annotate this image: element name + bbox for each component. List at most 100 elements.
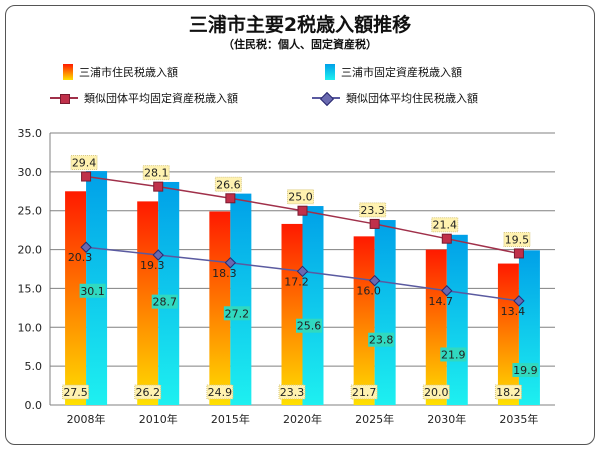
marker-similar-fixed-asset [297, 205, 308, 216]
legend-label-resident-tax: 三浦市住民税歳入額 [79, 66, 178, 79]
label-fixed-asset-tax-box [368, 332, 395, 347]
label-fixed-asset-tax-box [79, 283, 106, 298]
label-similar-resident: 20.3 [68, 251, 93, 264]
bar-fixed-asset-tax [446, 234, 468, 405]
bar-resident-tax [425, 249, 447, 405]
marker-similar-fixed-asset [81, 171, 92, 182]
bar-fixed-asset-tax [302, 206, 324, 405]
label-resident-tax: 18.2 [496, 386, 521, 399]
label-similar-resident: 16.0 [356, 285, 381, 298]
label-fixed-asset-tax: 30.1 [80, 285, 105, 298]
legend-item-similar-resident: 類似団体平均住民税歳入額 [312, 90, 478, 107]
y-tick-label: 0.0 [25, 399, 43, 412]
x-tick-label: 2025年 [355, 412, 394, 426]
legend-swatch-similar-resident [312, 91, 340, 107]
marker-similar-resident [296, 265, 309, 278]
marker-similar-fixed-asset [369, 218, 380, 229]
label-similar-resident: 13.4 [501, 305, 526, 318]
marker-similar-resident [513, 295, 525, 307]
y-tick-label: 20.0 [18, 244, 43, 257]
label-resident-tax: 20.0 [424, 386, 449, 399]
bar-resident-tax [281, 223, 303, 405]
marker-similar-resident [224, 257, 237, 269]
label-similar-resident: 14.7 [429, 295, 454, 308]
label-similar-fixed-asset-box [70, 155, 98, 171]
label-fixed-asset-tax: 21.9 [441, 348, 466, 361]
label-similar-resident: 19.3 [140, 259, 165, 272]
label-similar-fixed-asset: 28.1 [144, 167, 169, 180]
label-resident-tax: 24.9 [208, 386, 233, 399]
label-similar-fixed-asset-box [359, 202, 387, 218]
label-similar-fixed-asset-box [503, 231, 531, 247]
bar-fixed-asset-tax [374, 220, 396, 405]
marker-similar-fixed-asset [441, 233, 452, 244]
label-resident-tax: 21.7 [352, 386, 377, 399]
label-resident-tax-box [494, 384, 522, 400]
y-tick-label: 5.0 [25, 360, 43, 373]
label-fixed-asset-tax: 28.7 [152, 296, 177, 309]
legend-swatch-fixed-asset-tax [325, 64, 335, 80]
label-similar-fixed-asset: 21.4 [433, 219, 458, 232]
label-similar-fixed-asset: 23.3 [360, 204, 385, 217]
label-resident-tax-box [278, 384, 306, 400]
label-fixed-asset-tax-box [223, 306, 250, 321]
label-similar-fixed-asset: 26.6 [216, 178, 241, 191]
y-tick-label: 30.0 [18, 166, 43, 179]
x-tick-label: 2008年 [67, 412, 106, 426]
label-resident-tax-box [134, 384, 162, 400]
label-resident-tax-box [206, 384, 234, 400]
legend-label-similar-resident: 類似団体平均住民税歳入額 [346, 92, 478, 105]
marker-similar-fixed-asset [513, 248, 524, 259]
y-tick-label: 25.0 [18, 205, 43, 218]
label-similar-fixed-asset-box [287, 189, 314, 205]
x-tick-label: 2010年 [139, 412, 178, 426]
x-tick-label: 2015年 [211, 412, 250, 426]
bar-resident-tax [497, 263, 519, 405]
label-fixed-asset-tax-box [440, 347, 467, 362]
label-fixed-asset-tax-box [512, 363, 539, 378]
x-tick-label: 2020年 [283, 412, 322, 426]
marker-similar-resident [368, 274, 381, 287]
bar-fixed-asset-tax [518, 250, 540, 405]
marker-similar-fixed-asset [225, 193, 236, 204]
bar-resident-tax [137, 201, 159, 405]
label-fixed-asset-tax-box [151, 294, 178, 309]
legend-label-similar-fixed-asset: 類似団体平均固定資産税歳入額 [84, 92, 238, 105]
label-similar-fixed-asset-box [214, 176, 242, 192]
bar-resident-tax [65, 191, 87, 405]
y-tick-label: 35.0 [18, 127, 43, 140]
marker-similar-resident [441, 285, 453, 297]
bar-resident-tax [209, 211, 231, 405]
legend-item-resident-tax: 三浦市住民税歳入額 [63, 64, 178, 80]
label-similar-fixed-asset: 25.0 [288, 191, 313, 204]
label-similar-fixed-asset: 19.5 [505, 233, 530, 246]
chart-subtitle: （住民税：個人、固定資産税） [223, 38, 377, 51]
legend-item-fixed-asset-tax: 三浦市固定資産税歳入額 [325, 64, 462, 80]
x-tick-label: 2035年 [499, 412, 538, 426]
marker-similar-resident [152, 249, 164, 261]
label-resident-tax-box [422, 384, 450, 400]
label-fixed-asset-tax-box [296, 318, 322, 333]
label-fixed-asset-tax: 27.2 [225, 307, 250, 320]
bar-fixed-asset-tax [158, 181, 180, 405]
label-similar-fixed-asset-box [431, 217, 459, 233]
label-similar-fixed-asset: 29.4 [72, 157, 97, 170]
legend-swatch-similar-fixed-asset [50, 92, 78, 104]
label-fixed-asset-tax: 25.6 [297, 320, 322, 333]
legend-label-fixed-asset-tax: 三浦市固定資産税歳入額 [341, 66, 462, 79]
label-similar-resident: 17.2 [284, 275, 309, 288]
label-resident-tax-box [350, 384, 378, 400]
label-fixed-asset-tax: 23.8 [369, 334, 394, 347]
label-resident-tax: 26.2 [135, 386, 160, 399]
label-fixed-asset-tax: 19.9 [513, 364, 538, 377]
y-tick-label: 10.0 [18, 321, 43, 334]
label-resident-tax-box [62, 384, 90, 400]
chart-title: 三浦市主要2税歳入額推移 [188, 14, 412, 36]
x-tick-label: 2030年 [427, 412, 466, 426]
label-resident-tax: 27.5 [63, 386, 88, 399]
y-tick-label: 15.0 [18, 282, 43, 295]
marker-similar-fixed-asset [153, 181, 164, 192]
label-similar-resident: 18.3 [212, 267, 237, 280]
legend-item-similar-fixed-asset: 類似団体平均固定資産税歳入額 [50, 90, 238, 106]
